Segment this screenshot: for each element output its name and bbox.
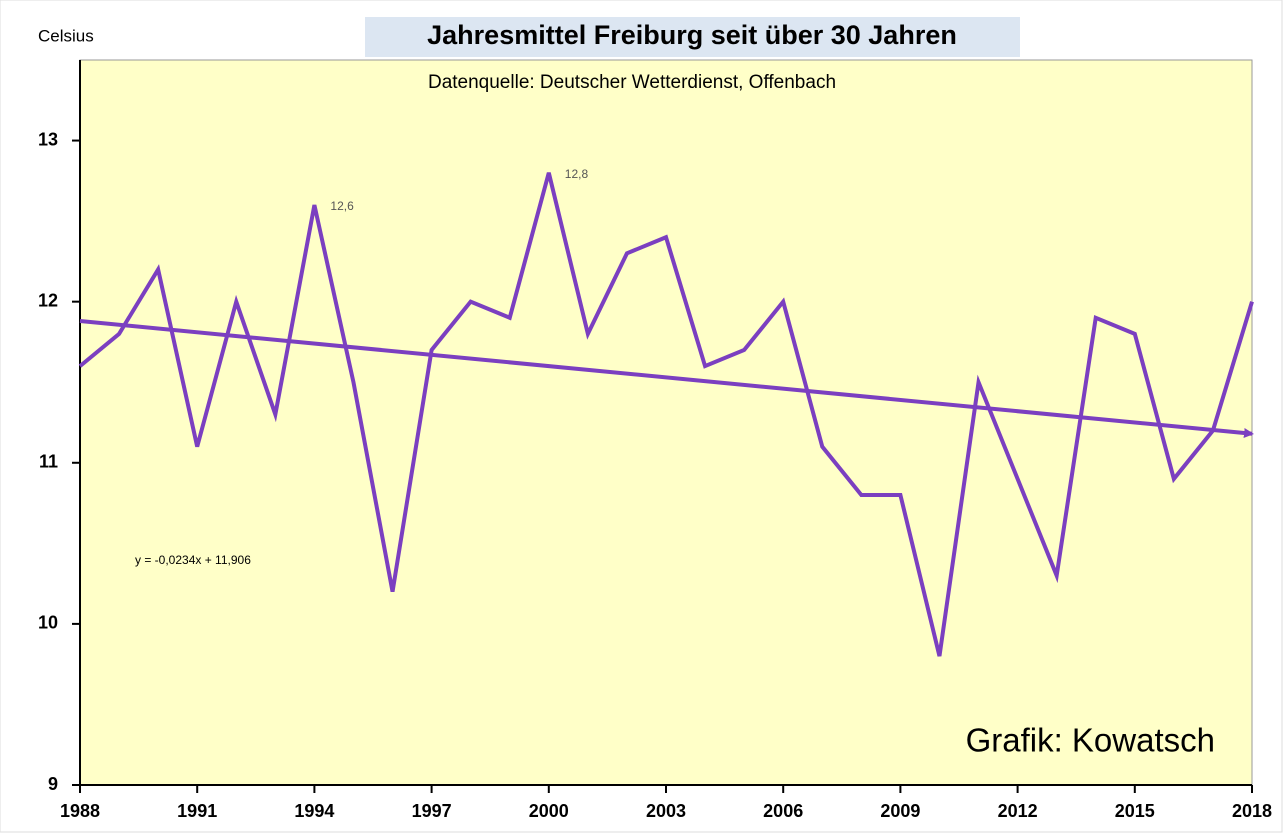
y-tick-label: 12 <box>38 290 58 310</box>
plot-area <box>79 59 1253 786</box>
x-tick-label: 1997 <box>412 801 452 821</box>
x-tick-label: 2000 <box>529 801 569 821</box>
data-line <box>78 172 1254 657</box>
subtitle: Datenquelle: Deutscher Wetterdienst, Off… <box>428 72 836 93</box>
y-tick-label: 13 <box>38 129 58 149</box>
x-tick-label: 2018 <box>1232 801 1272 821</box>
data-label: 12,8 <box>565 167 589 181</box>
annotation: Grafik: Kowatsch <box>966 722 1215 759</box>
x-tick-label: 2003 <box>646 801 686 821</box>
x-tick-label: 1988 <box>60 801 100 821</box>
y-tick-label: 9 <box>48 774 58 794</box>
x-tick-label: 2015 <box>1115 801 1155 821</box>
y-tick-label: 11 <box>39 452 58 472</box>
trend-equation: y = -0,0234x + 11,906 <box>135 553 251 567</box>
x-tick-label: 1991 <box>177 801 217 821</box>
x-tick-label: 1994 <box>294 801 334 821</box>
title-box <box>365 17 1020 57</box>
y-tick-label: 10 <box>38 613 58 633</box>
chart-title: Jahresmittel Freiburg seit über 30 Jahre… <box>427 20 957 50</box>
x-tick-label: 2012 <box>998 801 1038 821</box>
trend-line <box>79 319 1254 438</box>
data-label: 12,6 <box>330 199 354 213</box>
y-axis-label: Celsius <box>38 26 94 45</box>
x-tick-label: 2009 <box>880 801 920 821</box>
x-tick-label: 2006 <box>763 801 803 821</box>
